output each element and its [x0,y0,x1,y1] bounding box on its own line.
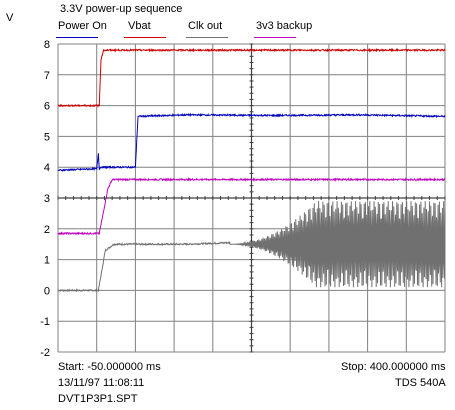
file-name: DVT1P3P1.SPT [58,393,138,405]
timestamp: 13/11/97 11:08:11 [58,377,145,389]
y-tick-label: 7 [44,70,50,82]
legend-label-clk-out: Clk out [188,20,223,32]
legend-label-power-on: Power On [58,20,107,32]
trace-3v3-backup [57,177,446,236]
y-tick-label: 2 [44,224,50,236]
y-tick-label: -2 [40,347,50,359]
y-tick-label: 0 [44,285,50,297]
y-tick-label: 8 [44,39,50,51]
trace-vbat [57,47,446,108]
trace-clk-out [57,201,446,293]
y-tick-label: 6 [44,101,50,113]
trace-power-on [57,112,446,172]
legend-label-vbat: Vbat [128,20,151,32]
y-tick-label: 1 [44,255,50,267]
legend-swatch-power-on [56,37,98,38]
legend-swatch-clk-out [186,37,228,38]
y-axis-label: V [6,12,14,24]
y-tick-label: 4 [44,162,50,174]
chart-title: 3.3V power-up sequence [60,3,183,15]
y-tick-label: 5 [44,131,50,143]
y-tick-label: 3 [44,193,50,205]
start-time: Start: -50.000000 ms [58,361,161,373]
y-tick-label: -1 [40,316,50,328]
instrument-name: TDS 540A [395,377,446,389]
stop-time: Stop: 400.000000 ms [341,361,446,373]
legend-swatch-vbat [124,37,166,38]
legend-label-3v3-backup: 3v3 backup [256,20,313,32]
legend-swatch-3v3-backup [254,37,296,38]
